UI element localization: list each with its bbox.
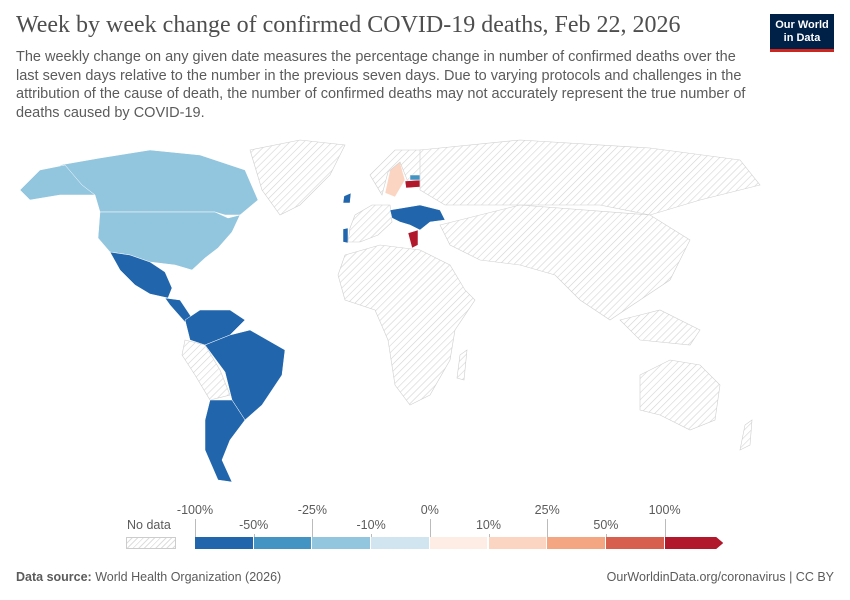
- country-peru-bolivia[interactable]: [181, 339, 231, 401]
- country-asia[interactable]: [439, 204, 691, 321]
- country-greenland[interactable]: [249, 139, 346, 216]
- legend-bin-0: [195, 537, 253, 549]
- legend-tick-line: [429, 519, 431, 537]
- footer-link[interactable]: OurWorldinData.org/coronavirus | CC BY: [606, 570, 834, 584]
- country-new-zealand[interactable]: [739, 419, 753, 451]
- source-label: Data source:: [16, 570, 92, 584]
- legend-bin-1: [253, 537, 312, 549]
- legend-tick-line: [547, 519, 549, 537]
- country-colombia-venezuela[interactable]: [184, 309, 246, 346]
- country-australia[interactable]: [639, 359, 721, 431]
- country-mexico[interactable]: [109, 251, 173, 299]
- legend-tick-line: [312, 519, 314, 537]
- source-name: World Health Organization (2026): [95, 570, 282, 584]
- legend-tick-label: -25%: [297, 503, 327, 517]
- legend-tick-label: -100%: [176, 503, 214, 517]
- legend-bin-6: [547, 537, 605, 549]
- legend-tick-label: 100%: [648, 503, 681, 517]
- legend-tick-line: [664, 519, 666, 537]
- country-russia[interactable]: [419, 139, 761, 216]
- country-greece[interactable]: [407, 229, 419, 249]
- legend-tick-line: [488, 534, 490, 537]
- country-brazil[interactable]: [204, 329, 286, 421]
- legend-tick-label: 10%: [475, 518, 502, 532]
- country-southeast-asia[interactable]: [619, 309, 701, 346]
- country-africa[interactable]: [337, 244, 476, 406]
- country-western-europe[interactable]: [347, 204, 393, 243]
- legend-no-data-label: No data: [127, 518, 171, 532]
- chart-subtitle: The weekly change on any given date meas…: [16, 49, 746, 121]
- legend-bin-2: [312, 537, 371, 549]
- legend-bin-5: [488, 537, 547, 549]
- country-latvia[interactable]: [404, 179, 421, 189]
- legend-bin-8: [664, 537, 724, 549]
- legend-tick-line: [605, 534, 607, 537]
- country-canada[interactable]: [59, 149, 259, 216]
- legend-tick-line: [253, 534, 255, 537]
- legend-tick-line: [371, 534, 373, 537]
- legend-no-data-swatch: [126, 537, 176, 549]
- legend-bin-7: [605, 537, 664, 549]
- country-madagascar[interactable]: [456, 349, 468, 381]
- legend-bin-4: [429, 537, 488, 549]
- legend-bin-3: [371, 537, 429, 549]
- legend-tick-label: 50%: [593, 518, 619, 532]
- legend-tick-label: -10%: [356, 518, 386, 532]
- owid-logo[interactable]: Our World in Data: [770, 14, 834, 52]
- legend-color-bar: [195, 537, 724, 549]
- country-estonia[interactable]: [409, 174, 421, 181]
- country-eastern-europe-block[interactable]: [389, 204, 446, 231]
- country-argentina-chile[interactable]: [204, 399, 246, 483]
- chart-title: Week by week change of confirmed COVID-1…: [16, 12, 681, 38]
- world-map[interactable]: [0, 130, 850, 500]
- legend-tick-label: 0%: [420, 503, 439, 517]
- legend-tick-label: 25%: [534, 503, 560, 517]
- country-portugal[interactable]: [342, 227, 349, 244]
- country-usa-alaska[interactable]: [19, 164, 96, 201]
- legend-tick-label: -50%: [239, 518, 269, 532]
- data-source: Data source: World Health Organization (…: [16, 570, 281, 584]
- country-ireland[interactable]: [342, 192, 352, 204]
- legend-tick-line: [195, 519, 196, 537]
